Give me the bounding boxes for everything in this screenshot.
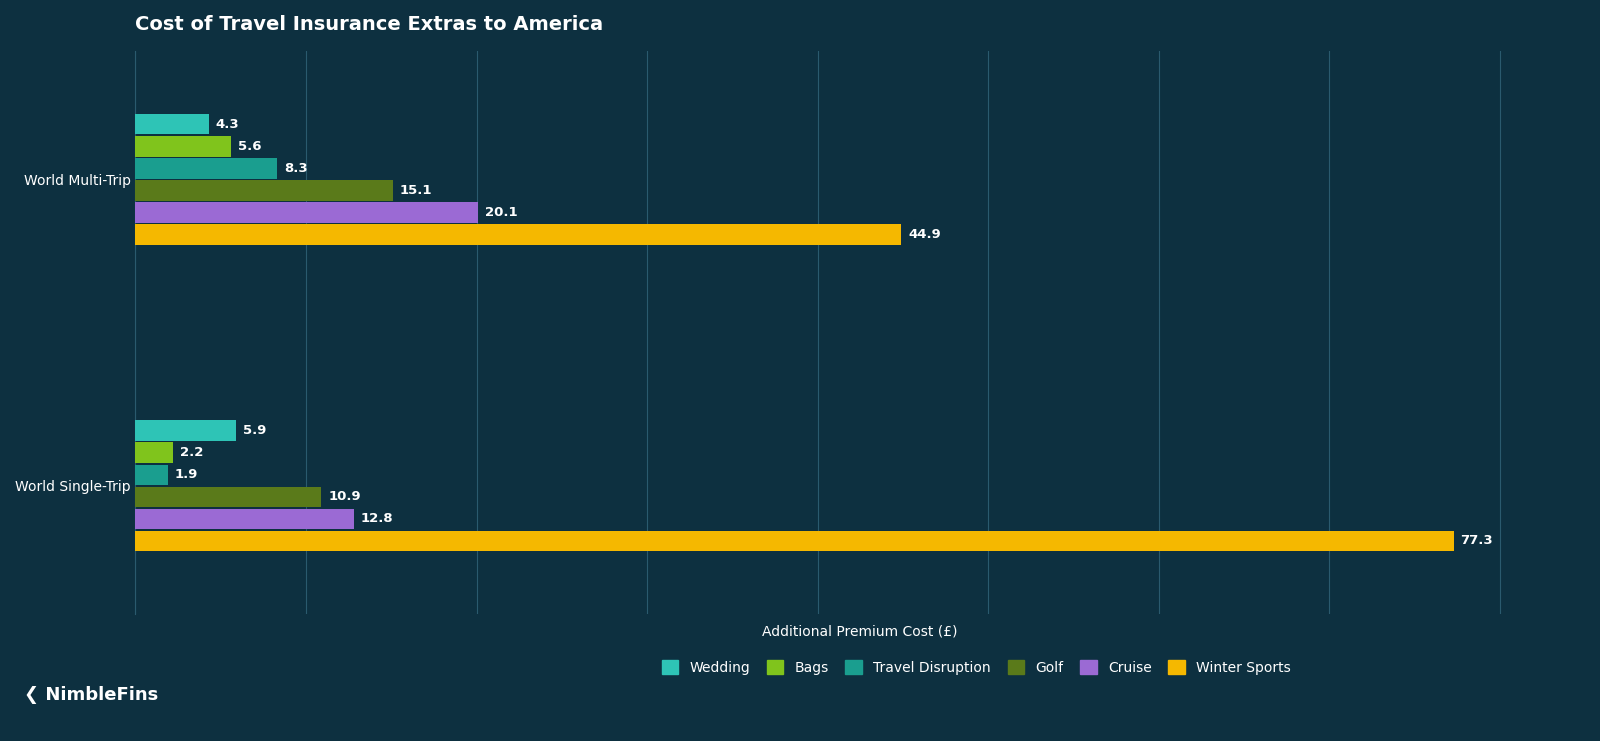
Text: 10.9: 10.9 [328,491,362,503]
Text: 4.3: 4.3 [216,118,240,131]
Text: 44.9: 44.9 [907,228,941,241]
Bar [136,225,901,245]
X-axis label: Additional Premium Cost (£): Additional Premium Cost (£) [763,625,958,639]
Text: ❮ NimbleFins: ❮ NimbleFins [24,686,158,704]
Bar [136,136,230,156]
Legend: Wedding, Bags, Travel Disruption, Golf, Cruise, Winter Sports: Wedding, Bags, Travel Disruption, Golf, … [656,655,1296,681]
Bar [136,159,277,179]
Text: 8.3: 8.3 [283,162,307,175]
Text: 2.2: 2.2 [179,446,203,459]
Text: Cost of Travel Insurance Extras to America: Cost of Travel Insurance Extras to Ameri… [136,15,603,34]
Text: 15.1: 15.1 [400,184,432,197]
Text: 5.6: 5.6 [238,140,261,153]
Bar [136,420,237,441]
Bar [136,202,478,222]
Text: 77.3: 77.3 [1461,534,1493,548]
Bar [136,508,354,529]
Bar [136,487,322,507]
Text: 5.9: 5.9 [243,424,266,437]
Text: 12.8: 12.8 [360,512,394,525]
Text: 20.1: 20.1 [485,206,518,219]
Text: 1.9: 1.9 [174,468,198,481]
Bar [136,180,394,201]
Bar [136,114,210,134]
Bar [136,442,173,463]
Bar [136,465,168,485]
Bar [136,531,1454,551]
